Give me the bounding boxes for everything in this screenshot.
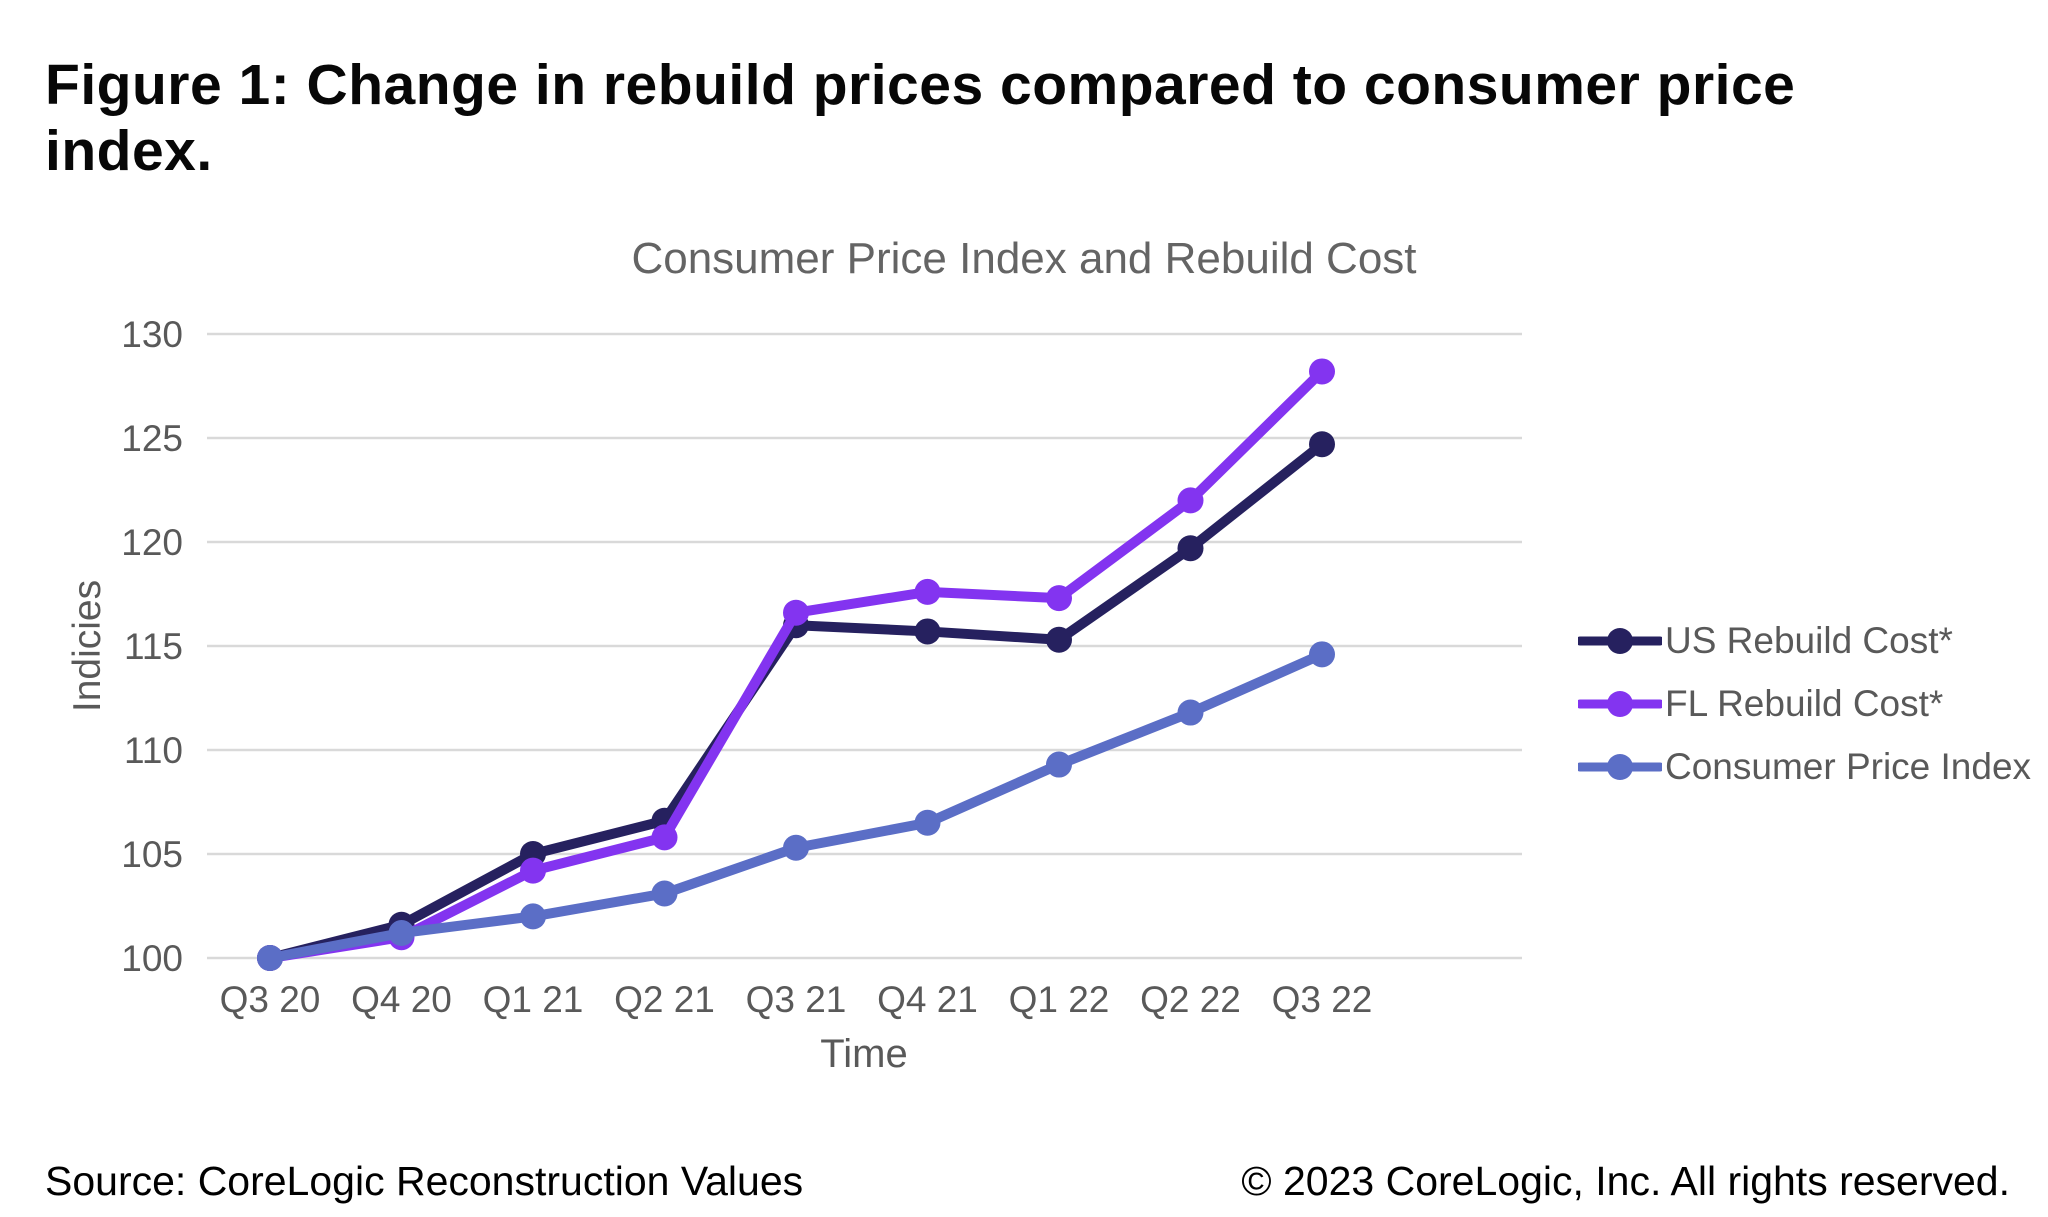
y-tick-label: 125 [121, 418, 183, 459]
data-point-us-rebuild-cost [1309, 431, 1335, 458]
y-tick-label: 115 [124, 626, 183, 667]
data-point-consumer-price-index [783, 834, 809, 861]
legend-marker-icon [1578, 628, 1662, 654]
legend-item-consumer-price-index: Consumer Price Index [1578, 744, 2031, 790]
legend-dot [1607, 628, 1633, 654]
data-point-consumer-price-index [520, 903, 546, 930]
data-point-consumer-price-index [388, 920, 415, 947]
legend-item-us-rebuild-cost: US Rebuild Cost* [1578, 618, 2031, 664]
x-axis-title: Time [820, 1032, 908, 1076]
legend-label: FL Rebuild Cost* [1665, 683, 1944, 724]
data-point-fl-rebuild-cost [783, 599, 809, 626]
legend: US Rebuild Cost* FL Rebuild Cost* Consumer… [1578, 618, 2031, 790]
y-tick-label: 120 [121, 522, 183, 563]
copyright-note: © 2023 CoreLogic, Inc. All rights reserv… [1241, 1158, 2010, 1204]
legend-label: Consumer Price Index [1665, 746, 2032, 787]
data-point-consumer-price-index [651, 880, 678, 907]
data-point-fl-rebuild-cost [520, 857, 546, 884]
y-axis-title: Indicies [66, 579, 109, 713]
data-point-fl-rebuild-cost [1309, 358, 1335, 385]
y-tick-label: 130 [121, 314, 183, 355]
data-point-consumer-price-index [1046, 751, 1072, 778]
data-point-us-rebuild-cost [914, 618, 941, 645]
x-tick-label: Q3 22 [1272, 979, 1373, 1020]
data-point-consumer-price-index [257, 945, 283, 971]
figure-title: Figure 1: Change in rebuild prices compa… [45, 53, 1796, 184]
data-point-consumer-price-index [914, 809, 941, 836]
x-tick-label: Q4 20 [351, 979, 452, 1020]
x-tick-label: Q2 21 [614, 979, 715, 1020]
data-point-us-rebuild-cost [1046, 626, 1072, 653]
data-point-fl-rebuild-cost [1177, 487, 1204, 514]
legend-label: US Rebuild Cost* [1665, 620, 1953, 661]
data-point-consumer-price-index [1309, 641, 1335, 668]
source-note: Source: CoreLogic Reconstruction Values [45, 1158, 804, 1204]
y-tick-label: 100 [121, 938, 183, 979]
chart-title: Consumer Price Index and Rebuild Cost [631, 234, 1417, 283]
x-tick-label: Q1 22 [1009, 979, 1110, 1020]
series-line-fl-rebuild-cost [265, 366, 1327, 963]
legend-dot [1607, 754, 1633, 780]
data-point-us-rebuild-cost [1177, 535, 1204, 562]
data-point-fl-rebuild-cost [1046, 585, 1072, 612]
y-tick-label: 110 [124, 730, 183, 771]
x-tick-label: Q1 21 [483, 979, 584, 1020]
legend-dot [1607, 691, 1633, 717]
x-tick-label: Q3 20 [220, 979, 321, 1020]
x-tick-label: Q4 21 [877, 979, 978, 1020]
y-tick-label: 105 [121, 834, 183, 875]
legend-marker-icon [1578, 691, 1662, 717]
legend-marker-icon [1578, 754, 1662, 780]
data-point-consumer-price-index [1177, 699, 1204, 726]
data-point-fl-rebuild-cost [914, 578, 941, 605]
data-point-fl-rebuild-cost [651, 824, 678, 851]
x-tick-label: Q2 22 [1140, 979, 1241, 1020]
x-tick-label: Q3 21 [746, 979, 847, 1020]
footer: Source: CoreLogic Reconstruction Values … [45, 1158, 2010, 1205]
legend-item-fl-rebuild-cost: FL Rebuild Cost* [1578, 681, 2031, 727]
